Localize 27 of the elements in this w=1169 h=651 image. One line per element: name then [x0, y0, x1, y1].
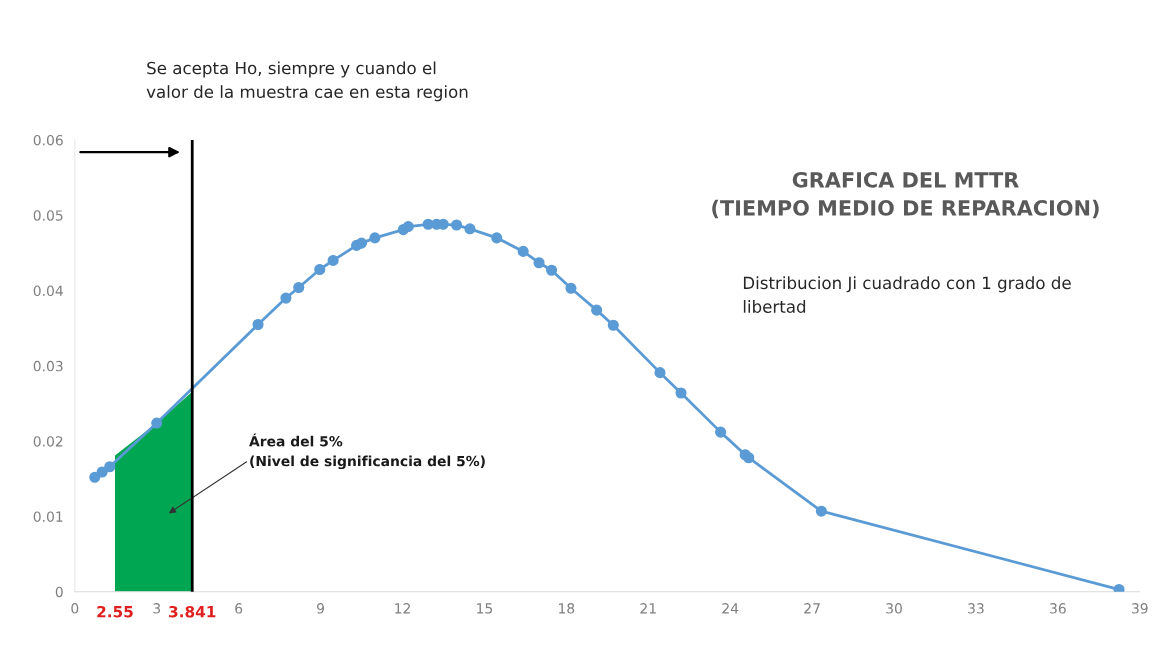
annotation: Área del 5% (Nivel de significancia del 5%) [249, 433, 485, 470]
x-tick-label: 12 [395, 603, 410, 614]
x-tick-label: 3 [153, 603, 161, 614]
y-tick-label: 0.01 [33, 511, 63, 522]
x-tick-label: 18 [559, 603, 575, 614]
text: GRAFICA DEL MTTR (TIEMPO MEDIO DE REPARACION) [712, 171, 1099, 219]
annotation: Distribucion Ji cuadrado con 1 grado de libertad [743, 276, 1071, 313]
x-tick-label: 9 [317, 603, 325, 614]
y-tick-label: 0.03 [33, 360, 63, 372]
x-tick-label: 6 [235, 603, 243, 614]
text: Se acepta Ho, siempre y cuando el valor de la muestra cae en esta region [146, 61, 468, 102]
y-tick-label: 0.04 [33, 285, 63, 297]
x-tick-label: 27 [804, 603, 820, 614]
y-tick-label: 0.06 [33, 134, 63, 146]
y-tick-label: 0.02 [33, 436, 63, 447]
x-tick-label: 39 [1132, 603, 1148, 614]
y-tick-label: 0.05 [33, 210, 63, 221]
x-tick-label: 21 [640, 603, 656, 614]
x-tick-label: 24 [722, 603, 739, 614]
y-tick-label: 0 [55, 586, 63, 598]
x-tick-label: 30 [886, 603, 902, 614]
x-tick-label: 0 [71, 603, 79, 614]
annotation: 2.55 [97, 605, 133, 618]
x-tick-label: 15 [477, 603, 493, 614]
annotation: 3.841 [169, 605, 216, 618]
x-tick-label: 36 [1050, 603, 1066, 614]
x-tick-label: 33 [968, 603, 984, 614]
